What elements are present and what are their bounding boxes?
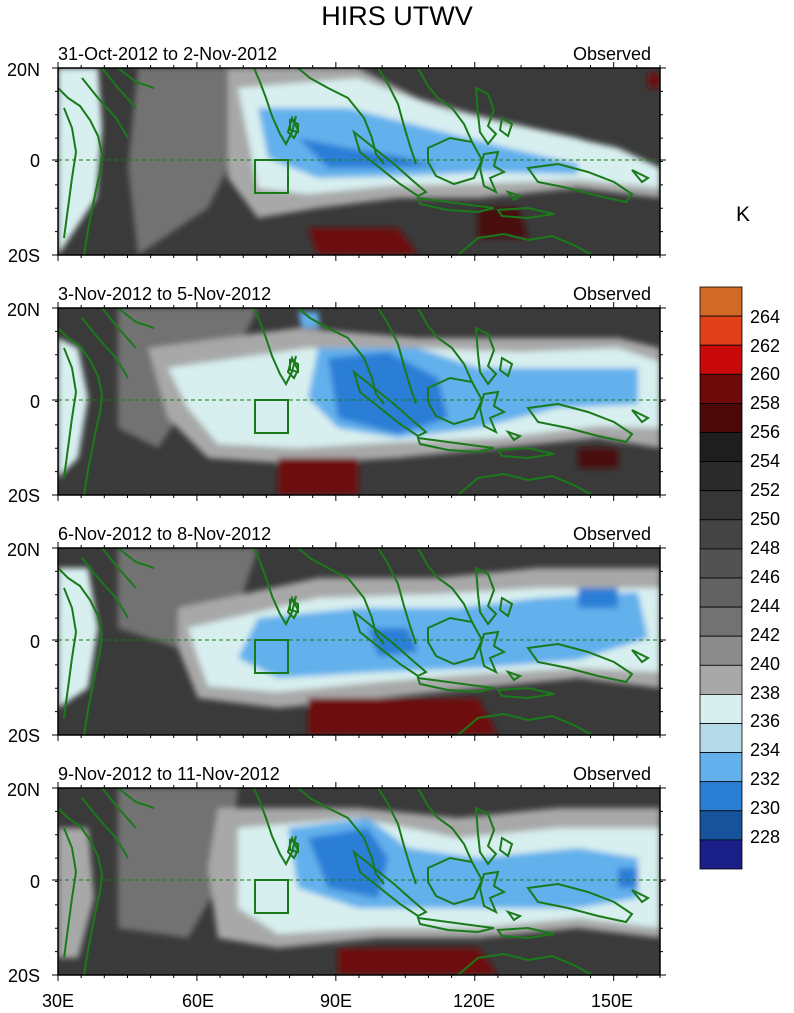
colorbar-label: 260 bbox=[750, 364, 781, 384]
axis-ticks bbox=[52, 62, 666, 981]
colorbar-swatch bbox=[699, 723, 743, 754]
colorbar-swatch bbox=[699, 286, 743, 317]
colorbar-label: 248 bbox=[750, 538, 781, 558]
colorbar-label: 252 bbox=[750, 480, 781, 500]
panel-3-date-range: 6-Nov-2012 to 8-Nov-2012 bbox=[58, 524, 272, 544]
lon-label-150e: 150E bbox=[590, 991, 634, 1011]
colorbar-label: 228 bbox=[750, 827, 781, 847]
colorbar-swatch bbox=[699, 752, 743, 783]
colorbar-swatch bbox=[699, 781, 743, 812]
colorbar-label: 258 bbox=[750, 393, 781, 413]
colorbar-swatch bbox=[699, 519, 743, 550]
lon-label-60e: 60E bbox=[181, 991, 215, 1011]
colorbar-swatch bbox=[699, 373, 743, 404]
map-panel-4 bbox=[57, 787, 661, 976]
lon-label-90e: 90E bbox=[319, 991, 353, 1011]
lon-label-30e: 30E bbox=[41, 991, 75, 1011]
colorbar-swatch bbox=[699, 461, 743, 492]
lat-label-20n: 20N bbox=[6, 60, 40, 80]
colorbar-unit-label: K bbox=[736, 203, 751, 226]
panel-2-label: Observed bbox=[573, 284, 652, 304]
lat-label-20s: 20S bbox=[7, 246, 40, 266]
colorbar-label: 242 bbox=[750, 625, 781, 645]
panel-1-label: Observed bbox=[573, 44, 652, 64]
colorbar-swatch bbox=[699, 548, 743, 579]
colorbar-swatch bbox=[699, 606, 743, 637]
lat-label-20n: 20N bbox=[6, 540, 40, 560]
colorbar-label: 246 bbox=[750, 567, 781, 587]
colorbar-label: 238 bbox=[750, 683, 781, 703]
page-title: HIRS UTWV bbox=[321, 1, 473, 31]
colorbar-swatch bbox=[699, 432, 743, 463]
lat-label-0: 0 bbox=[29, 392, 40, 412]
map-panel-3 bbox=[57, 547, 661, 736]
colorbar-label: 256 bbox=[750, 422, 781, 442]
panel-1-date-range: 31-Oct-2012 to 2-Nov-2012 bbox=[58, 44, 278, 64]
colorbar-label: 262 bbox=[750, 336, 781, 356]
colorbar-swatch bbox=[699, 664, 743, 695]
colorbar-label: 240 bbox=[750, 654, 781, 674]
panel-3-label: Observed bbox=[573, 524, 652, 544]
lat-label-20n: 20N bbox=[6, 780, 40, 800]
lat-label-20s: 20S bbox=[7, 486, 40, 506]
lat-label-20s: 20S bbox=[7, 966, 40, 986]
colorbar-swatch bbox=[699, 577, 743, 608]
lat-label-0: 0 bbox=[29, 872, 40, 892]
panel-4-date-range: 9-Nov-2012 to 11-Nov-2012 bbox=[58, 764, 280, 784]
lon-label-120e: 120E bbox=[452, 991, 496, 1011]
colorbar-label: 230 bbox=[750, 798, 781, 818]
colorbar-swatch bbox=[699, 810, 743, 841]
lat-label-0: 0 bbox=[29, 151, 40, 171]
lat-label-20n: 20N bbox=[6, 300, 40, 320]
colorbar-label: 264 bbox=[750, 307, 781, 327]
colorbar-label: 232 bbox=[750, 769, 781, 789]
colorbar-label: 250 bbox=[750, 509, 781, 529]
colorbar-swatch bbox=[699, 635, 743, 666]
colorbar-swatch bbox=[699, 402, 743, 433]
colorbar-swatch bbox=[699, 694, 743, 724]
colorbar-label: 236 bbox=[750, 711, 781, 731]
colorbar-label: 234 bbox=[750, 740, 781, 760]
colorbar-label: 254 bbox=[750, 451, 781, 471]
panel-4-label: Observed bbox=[573, 764, 652, 784]
lat-label-0: 0 bbox=[29, 632, 40, 652]
colorbar-label: 244 bbox=[750, 596, 781, 616]
lat-label-20s: 20S bbox=[7, 726, 40, 746]
colorbar-swatch bbox=[699, 315, 743, 346]
panel-2-date-range: 3-Nov-2012 to 5-Nov-2012 bbox=[58, 284, 272, 304]
map-panel-2 bbox=[57, 307, 661, 496]
map-panel-1 bbox=[57, 67, 661, 256]
colorbar bbox=[699, 286, 743, 870]
colorbar-swatch bbox=[699, 344, 743, 375]
colorbar-swatch bbox=[699, 839, 743, 870]
colorbar-swatch bbox=[699, 490, 743, 521]
